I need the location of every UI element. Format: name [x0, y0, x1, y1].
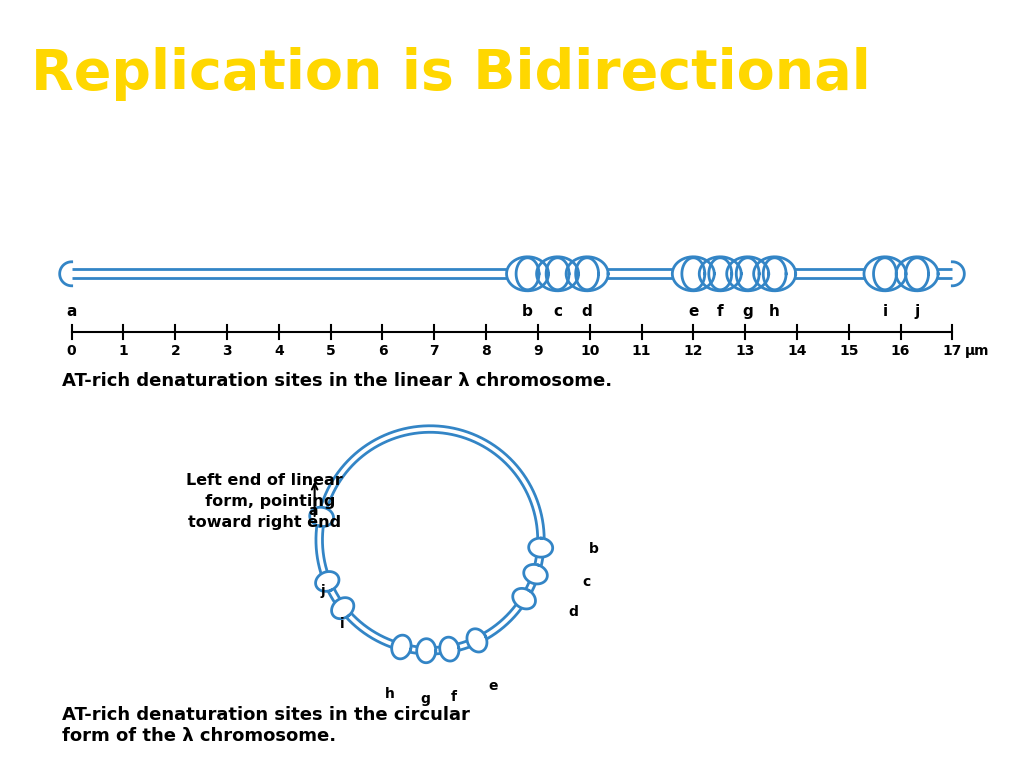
- Text: f: f: [451, 690, 457, 703]
- Polygon shape: [439, 637, 459, 661]
- Text: j: j: [321, 584, 326, 598]
- Polygon shape: [528, 538, 553, 557]
- Text: 8: 8: [481, 344, 490, 358]
- Text: c: c: [553, 304, 562, 319]
- Text: 13: 13: [735, 344, 755, 358]
- Polygon shape: [566, 257, 608, 291]
- Polygon shape: [709, 258, 732, 290]
- Text: h: h: [385, 687, 394, 701]
- Polygon shape: [873, 258, 896, 290]
- Text: 4: 4: [274, 344, 284, 358]
- Text: 14: 14: [787, 344, 807, 358]
- Text: 5: 5: [326, 344, 336, 358]
- Polygon shape: [763, 258, 786, 290]
- Text: 17: 17: [943, 344, 962, 358]
- Polygon shape: [546, 258, 569, 290]
- Text: AT-rich denaturation sites in the linear λ chromosome.: AT-rich denaturation sites in the linear…: [61, 372, 611, 390]
- Polygon shape: [736, 258, 759, 290]
- Polygon shape: [537, 257, 579, 291]
- Text: d: d: [568, 605, 578, 620]
- Text: 11: 11: [632, 344, 651, 358]
- Text: 1: 1: [119, 344, 128, 358]
- Text: g: g: [742, 304, 753, 319]
- Text: 9: 9: [534, 344, 543, 358]
- Text: i: i: [340, 617, 344, 631]
- Text: Left end of linear
  form, pointing
toward right end: Left end of linear form, pointing toward…: [185, 473, 343, 531]
- Text: 16: 16: [891, 344, 910, 358]
- Polygon shape: [513, 588, 536, 609]
- Text: a: a: [67, 304, 77, 319]
- Polygon shape: [332, 598, 354, 619]
- Text: 3: 3: [222, 344, 231, 358]
- Text: b: b: [589, 542, 598, 557]
- Polygon shape: [417, 639, 436, 663]
- Text: Replication is Bidirectional: Replication is Bidirectional: [31, 47, 870, 101]
- Polygon shape: [896, 257, 938, 291]
- Polygon shape: [673, 257, 715, 291]
- Text: d: d: [582, 304, 593, 319]
- Polygon shape: [309, 507, 334, 527]
- Text: 7: 7: [429, 344, 439, 358]
- Text: 12: 12: [684, 344, 703, 358]
- Text: e: e: [487, 679, 498, 693]
- Text: 0: 0: [67, 344, 77, 358]
- Text: c: c: [583, 575, 591, 589]
- Polygon shape: [864, 257, 906, 291]
- Polygon shape: [523, 564, 547, 584]
- Polygon shape: [682, 258, 705, 290]
- Text: AT-rich denaturation sites in the circular
form of the λ chromosome.: AT-rich denaturation sites in the circul…: [61, 706, 470, 745]
- Text: μm: μm: [966, 344, 990, 358]
- Text: j: j: [914, 304, 920, 319]
- Text: e: e: [688, 304, 698, 319]
- Text: 10: 10: [580, 344, 599, 358]
- Text: f: f: [717, 304, 724, 319]
- Polygon shape: [315, 571, 339, 591]
- Text: h: h: [769, 304, 780, 319]
- Polygon shape: [905, 258, 929, 290]
- Polygon shape: [467, 629, 487, 652]
- Text: 15: 15: [839, 344, 858, 358]
- Text: i: i: [883, 304, 888, 319]
- Polygon shape: [575, 258, 599, 290]
- Text: g: g: [421, 692, 430, 706]
- Text: a: a: [308, 505, 318, 518]
- Text: b: b: [522, 304, 532, 319]
- Polygon shape: [392, 635, 411, 659]
- Polygon shape: [507, 257, 549, 291]
- Polygon shape: [699, 257, 741, 291]
- Polygon shape: [516, 258, 539, 290]
- Text: 2: 2: [170, 344, 180, 358]
- Polygon shape: [727, 257, 769, 291]
- Polygon shape: [754, 257, 796, 291]
- Text: 6: 6: [378, 344, 387, 358]
